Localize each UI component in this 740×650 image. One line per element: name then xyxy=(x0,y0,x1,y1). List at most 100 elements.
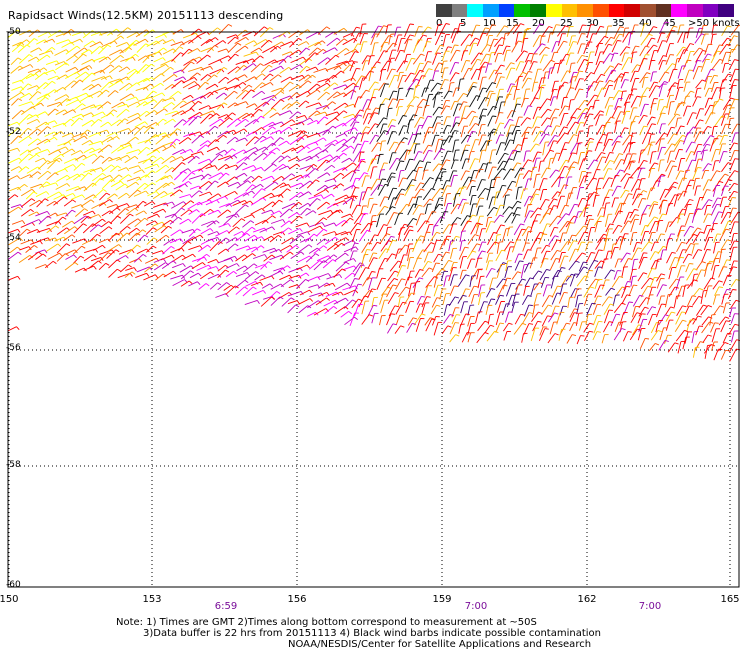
wind-barb xyxy=(317,154,331,162)
wind-barb-feather xyxy=(261,127,265,131)
wind-barb-feather xyxy=(198,28,203,32)
wind-barb-feather xyxy=(462,198,467,201)
wind-barb xyxy=(250,208,263,215)
wind-barb xyxy=(235,232,248,242)
wind-barb-feather xyxy=(374,123,379,126)
wind-barb-feather xyxy=(99,41,104,46)
wind-barb xyxy=(578,261,584,272)
wind-barb-feather xyxy=(358,298,363,302)
wind-barb xyxy=(574,288,578,299)
wind-barb xyxy=(172,263,184,269)
wind-barb xyxy=(388,152,393,164)
wind-barb xyxy=(153,262,166,271)
wind-barb-feather xyxy=(526,117,531,120)
wind-barb-feather xyxy=(343,152,348,156)
wind-barb xyxy=(44,260,54,269)
wind-barb xyxy=(406,169,414,180)
wind-barb-feather xyxy=(539,231,545,234)
wind-barb xyxy=(394,193,401,206)
wind-barb-feather xyxy=(216,146,220,151)
wind-barb xyxy=(342,265,355,271)
wind-barb xyxy=(307,119,317,126)
wind-barb xyxy=(507,24,517,36)
wind-barb xyxy=(719,88,722,99)
wind-barb xyxy=(217,55,229,61)
wind-barb xyxy=(45,60,57,66)
wind-barb xyxy=(658,160,661,172)
wind-barb xyxy=(424,51,429,62)
wind-barb xyxy=(595,26,601,35)
wind-barb xyxy=(350,222,358,233)
wind-barb-feather xyxy=(455,122,460,125)
wind-barb xyxy=(389,260,399,272)
wind-barb-feather xyxy=(18,127,22,131)
wind-barb xyxy=(529,61,534,71)
wind-barb xyxy=(317,282,328,289)
wind-barb-feather xyxy=(178,216,182,220)
wind-barb-feather xyxy=(701,269,706,271)
wind-barb-feather xyxy=(571,234,576,237)
wind-barb xyxy=(721,105,728,118)
wind-barb-feather xyxy=(136,232,141,236)
wind-barb xyxy=(333,62,344,71)
wind-barb xyxy=(540,108,549,119)
wind-barb xyxy=(495,134,501,144)
wind-barb xyxy=(727,49,732,62)
wind-barb xyxy=(667,113,677,126)
wind-barb-feather xyxy=(661,173,666,177)
wind-barb xyxy=(648,134,652,146)
wind-barb-feather xyxy=(207,173,212,177)
wind-barb xyxy=(19,29,30,36)
wind-barb xyxy=(261,283,271,289)
wind-barb xyxy=(314,111,326,116)
wind-barb-feather xyxy=(346,282,351,287)
wind-barb xyxy=(494,37,503,47)
wind-barb-feather xyxy=(315,66,319,71)
wind-barb-feather xyxy=(118,65,123,69)
wind-barb-feather xyxy=(638,166,643,170)
wind-barb xyxy=(331,70,342,80)
wind-barb xyxy=(91,202,104,210)
wind-barb xyxy=(522,132,526,144)
wind-barb xyxy=(368,252,374,262)
wind-barb xyxy=(380,240,389,252)
wind-barb-feather xyxy=(281,254,285,259)
wind-barb xyxy=(254,264,265,269)
wind-barb xyxy=(333,268,343,278)
wind-barb xyxy=(37,54,48,63)
wind-barb xyxy=(584,172,588,183)
wind-barb-feather xyxy=(268,261,273,264)
wind-barb xyxy=(467,123,476,134)
wind-barb xyxy=(602,139,610,152)
wind-barb xyxy=(704,44,709,55)
wind-barb-feather xyxy=(135,181,140,186)
wind-barb-feather xyxy=(152,90,157,94)
wind-barb-feather xyxy=(548,295,554,298)
wind-barb xyxy=(200,38,211,47)
wind-barb-feather xyxy=(135,136,139,140)
wind-barb-feather xyxy=(29,255,34,259)
wind-barb-feather xyxy=(110,112,115,117)
wind-barb-feather xyxy=(393,212,398,214)
wind-barb xyxy=(316,116,325,125)
wind-barb-feather xyxy=(131,271,136,275)
wind-barb xyxy=(710,204,718,216)
wind-barb xyxy=(457,295,464,304)
wind-barb xyxy=(359,140,365,152)
wind-barb xyxy=(305,163,314,172)
wind-barb xyxy=(466,110,473,119)
wind-barb xyxy=(260,175,272,182)
wind-barb-feather xyxy=(352,117,357,121)
wind-barb xyxy=(502,45,507,55)
wind-barb-feather xyxy=(529,195,534,198)
wind-barb xyxy=(682,132,689,145)
wind-barb-feather xyxy=(47,126,52,130)
wind-barb-feather xyxy=(277,45,281,49)
wind-barb xyxy=(640,277,651,290)
wind-barb xyxy=(155,164,167,173)
wind-barb xyxy=(226,77,237,84)
wind-barb xyxy=(359,41,364,53)
wind-barb-feather xyxy=(39,199,43,204)
wind-barb-feather xyxy=(300,251,305,255)
wind-barb-feather xyxy=(287,265,291,269)
